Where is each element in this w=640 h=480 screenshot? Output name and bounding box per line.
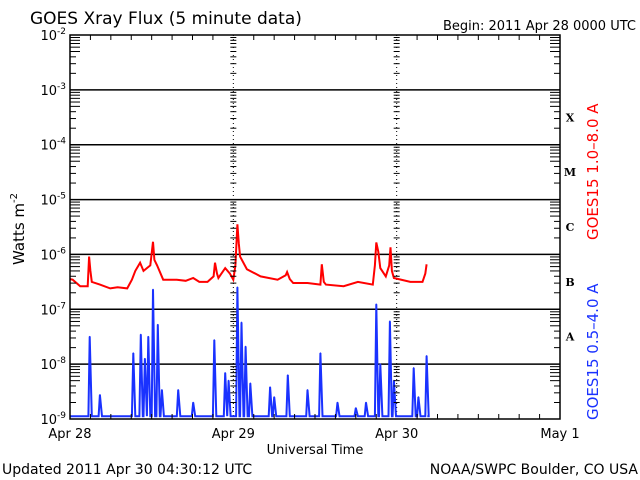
short-channel-peak: [286, 374, 289, 376]
short-channel-peak: [147, 335, 150, 338]
x-axis-label: Universal Time: [267, 443, 364, 458]
y-tick-label: 10-2: [40, 27, 66, 44]
short-channel-peak: [177, 389, 180, 391]
y-tick-label: 10-4: [40, 137, 66, 154]
short-channel-peak: [99, 394, 101, 396]
short-channel-peak: [355, 407, 357, 409]
x-tick-label: Apr 28: [48, 427, 91, 442]
short-channel-peak: [365, 401, 367, 404]
series-line-long-channel: [69, 224, 428, 290]
chart-title: GOES Xray Flux (5 minute data): [30, 9, 302, 29]
plot-frame: [69, 34, 561, 420]
y-tick-label: 10-9: [40, 411, 66, 428]
flare-class-label: X: [566, 111, 575, 124]
y-tick-label: 10-5: [40, 192, 66, 209]
short-channel-peak: [389, 320, 391, 323]
short-channel-peak: [417, 396, 420, 398]
short-channel-peak: [425, 355, 428, 357]
y-axis-label: Watts m-2: [9, 193, 28, 265]
y-tick-label: 10-8: [40, 356, 66, 373]
short-channel-peak: [224, 372, 226, 374]
short-channel-peak: [336, 401, 339, 404]
y-tick-label: 10-3: [40, 82, 66, 99]
short-channel-peak: [156, 323, 159, 326]
short-channel-peak: [227, 379, 230, 382]
short-channel-peak: [244, 345, 247, 348]
grid: [70, 35, 560, 419]
short-channel-peak: [306, 389, 309, 391]
series-line-short-channel: [70, 287, 430, 418]
short-channel-peak: [132, 352, 135, 354]
short-channel-peak: [139, 333, 142, 336]
short-channel-peak: [249, 382, 252, 385]
legend-blue: GOES15 0.5–4.0 A: [584, 283, 602, 420]
source-label: NOAA/SWPC Boulder, CO USA: [430, 462, 639, 478]
begin-label: Begin: 2011 Apr 28 0000 UTC: [443, 19, 636, 34]
y-tick-label: 10-7: [40, 301, 66, 318]
legend-red: GOES15 1.0–8.0 A: [584, 103, 602, 240]
short-channel-peak: [213, 339, 216, 341]
short-channel-peak: [192, 401, 194, 404]
short-channel-peak: [144, 357, 146, 360]
x-tick-label: May 1: [540, 427, 579, 442]
short-channel-peak: [319, 352, 322, 354]
x-tick-label: Apr 30: [375, 427, 418, 442]
short-channel-peak: [236, 286, 239, 289]
flare-class-label: C: [566, 221, 575, 234]
flare-class-label: A: [565, 331, 575, 344]
short-channel-peak: [269, 386, 271, 388]
short-channel-peak: [240, 321, 243, 324]
short-channel-peak: [152, 288, 154, 291]
flare-class-label: B: [565, 276, 574, 289]
series-group: [69, 224, 430, 418]
short-channel-peak: [88, 335, 91, 338]
x-tick-label: Apr 29: [212, 427, 255, 442]
ticks: [70, 35, 560, 419]
short-channel-peak: [161, 389, 163, 391]
flare-class-label: M: [564, 166, 576, 179]
short-channel-peak: [379, 363, 382, 365]
short-channel-peak: [412, 367, 415, 369]
short-channel-peak: [273, 396, 275, 398]
updated-label: Updated 2011 Apr 30 04:30:12 UTC: [2, 462, 252, 478]
short-channel-peak: [375, 303, 378, 306]
y-tick-label: 10-6: [40, 246, 66, 263]
